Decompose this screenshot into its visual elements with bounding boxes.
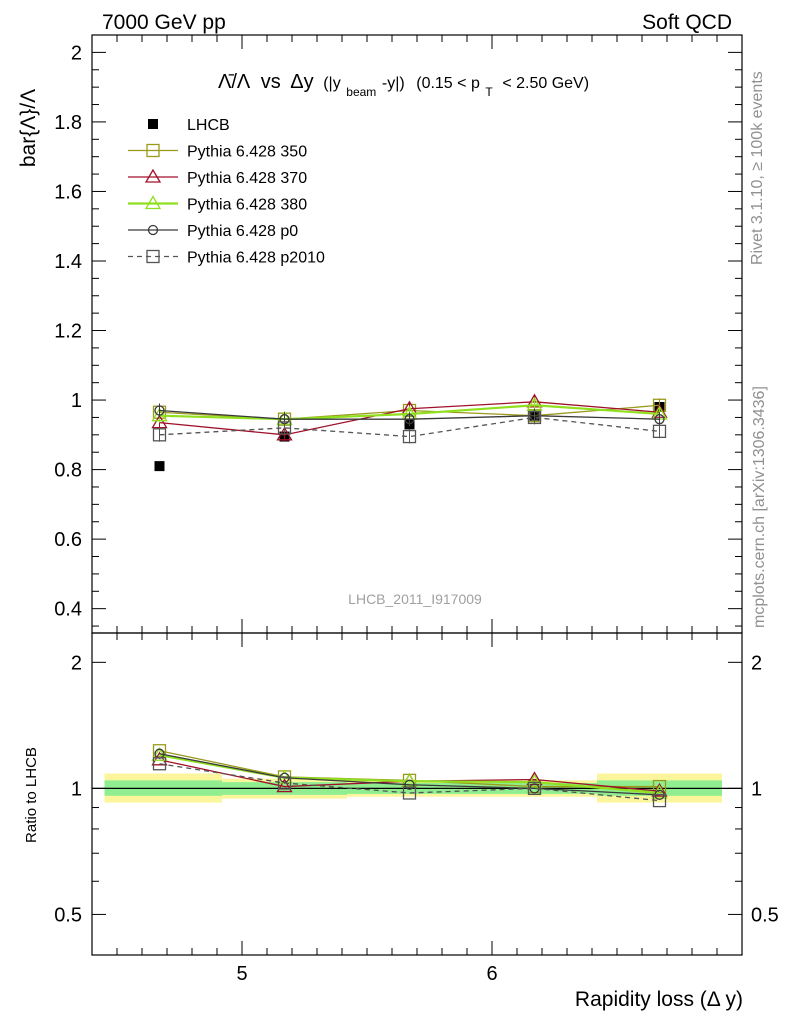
ratio-series-line-3 bbox=[159, 753, 660, 796]
ratio-y-tick-label-right: 0.5 bbox=[751, 904, 779, 926]
ratio-y-tick-label-left: 2 bbox=[71, 652, 82, 674]
source-text: mcplots.cern.ch [arXiv:1306.3436] bbox=[751, 386, 768, 628]
legend-marker-3 bbox=[144, 195, 162, 210]
ratio-marker bbox=[651, 782, 668, 797]
legend-marker-1 bbox=[146, 143, 160, 158]
title-range-open: (0.15 < p bbox=[416, 75, 480, 92]
title-ratio: Λ̄/Λ bbox=[218, 71, 251, 93]
ratio-marker bbox=[277, 776, 292, 790]
legend: LHCB Pythia 6.428 350 Pythia 6.428 370 Pyth… bbox=[128, 117, 325, 267]
top-y-axis-label: bar{Λ}/Λ bbox=[17, 89, 40, 167]
ratio-uncertainty-bands bbox=[92, 773, 742, 803]
ratio-series-4 bbox=[152, 757, 667, 808]
top-y-tick-label: 2 bbox=[71, 42, 82, 64]
ratio-marker bbox=[401, 772, 418, 787]
legend-marker-2 bbox=[144, 168, 162, 183]
top-marker bbox=[151, 407, 168, 422]
top-panel-series bbox=[151, 393, 668, 472]
tick-labels: 0.4 0.6 0.8 1 1.2 1.4 1.6 1.8 2 0.5 0.5 1 1 2 2 5 6 bbox=[54, 42, 779, 985]
legend-label-3: Pythia 6.428 380 bbox=[187, 197, 307, 214]
ratio-marker bbox=[151, 751, 168, 766]
top-marker bbox=[154, 405, 165, 416]
title-dy: Δy bbox=[290, 71, 313, 93]
title-range-close: < 2.50 GeV) bbox=[502, 75, 589, 92]
ratio-y-tick-label-right: 2 bbox=[751, 652, 762, 674]
legend-label-0: LHCB bbox=[187, 117, 230, 134]
rivet-version-text: Rivet 3.1.10, ≥ 100k events bbox=[749, 71, 766, 265]
x-axis-label: Rapidity loss (Δ y) bbox=[575, 988, 743, 1011]
ratio-marker bbox=[152, 744, 167, 758]
ratio-marker bbox=[652, 793, 667, 808]
ratio-marker bbox=[526, 773, 543, 788]
svg-text:Λ̄/Λ vs Δy (: Λ̄/Λ vs Δy (|y beam -y|) (0.15 < p T < 2… bbox=[218, 71, 589, 101]
top-series-5 bbox=[152, 410, 667, 444]
x-tick-label: 6 bbox=[486, 963, 497, 985]
legend-label-2: Pythia 6.428 370 bbox=[187, 170, 307, 187]
plot-title: Λ̄/Λ vs Δy (|y beam -y|) (0.15 < p T < 2… bbox=[218, 71, 589, 101]
legend-marker-0 bbox=[148, 119, 158, 129]
legend-label-1: Pythia 6.428 350 bbox=[187, 144, 307, 161]
header-left: 7000 GeV pp bbox=[102, 11, 226, 34]
top-marker bbox=[404, 414, 415, 425]
legend-label-5: Pythia 6.428 p2010 bbox=[187, 250, 325, 267]
title-minus-y: -y|) bbox=[382, 75, 405, 92]
top-marker bbox=[652, 424, 667, 438]
x-tick-label: 5 bbox=[236, 963, 247, 985]
top-y-tick-label: 0.8 bbox=[54, 460, 82, 482]
ratio-marker bbox=[527, 781, 542, 796]
title-pt-sub: T bbox=[485, 85, 493, 99]
ratio-y-tick-label-left: 1 bbox=[71, 778, 82, 800]
ratio-y-axis-label: Ratio to LHCB bbox=[23, 747, 40, 843]
axis-ticks bbox=[92, 35, 742, 956]
ratio-marker bbox=[402, 786, 417, 800]
legend-label-4: Pythia 6.428 p0 bbox=[187, 223, 298, 240]
top-marker bbox=[151, 414, 168, 429]
title-paren: (|y bbox=[323, 75, 340, 92]
top-marker bbox=[654, 414, 665, 425]
top-marker bbox=[277, 421, 292, 435]
ratio-marker bbox=[279, 772, 290, 783]
top-y-tick-label: 0.6 bbox=[54, 529, 82, 551]
header-right: Soft QCD bbox=[642, 11, 732, 34]
top-y-tick-label: 1.2 bbox=[54, 321, 82, 343]
top-marker bbox=[152, 428, 167, 442]
top-y-tick-label: 0.4 bbox=[54, 599, 82, 621]
ratio-panel-series bbox=[151, 744, 668, 808]
top-y-tick-label: 1.8 bbox=[54, 112, 82, 134]
ratio-y-tick-label-right: 1 bbox=[751, 778, 762, 800]
ratio-marker bbox=[276, 778, 293, 793]
ratio-series-line-4 bbox=[159, 763, 660, 802]
top-y-tick-label: 1 bbox=[71, 390, 82, 412]
title-beam-sub: beam bbox=[346, 85, 376, 99]
top-marker bbox=[154, 461, 165, 472]
top-y-tick-label: 1.6 bbox=[54, 181, 82, 203]
legend-marker-5 bbox=[146, 249, 160, 264]
analysis-watermark: LHCB_2011_I917009 bbox=[348, 591, 482, 607]
title-vs: vs bbox=[261, 71, 281, 93]
top-marker bbox=[402, 429, 417, 444]
ratio-panel-frame bbox=[91, 632, 743, 956]
top-y-tick-label: 1.4 bbox=[54, 251, 82, 273]
legend-marker-4 bbox=[147, 224, 159, 236]
ratio-marker bbox=[152, 757, 167, 771]
ratio-y-tick-label-left: 0.5 bbox=[54, 904, 82, 926]
top-marker bbox=[527, 410, 542, 425]
ratio-marker bbox=[404, 779, 415, 790]
top-series-line-5 bbox=[159, 416, 660, 438]
